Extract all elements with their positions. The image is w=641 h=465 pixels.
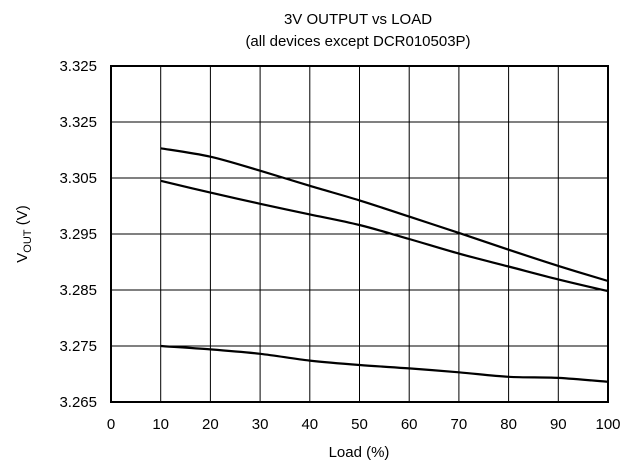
x-tick-label: 70: [451, 416, 468, 433]
chart-title: 3V OUTPUT vs LOAD: [284, 11, 432, 28]
grid: [111, 66, 608, 402]
y-axis-label-sub: OUT: [22, 229, 34, 253]
x-tick-label: 50: [351, 416, 368, 433]
x-tick-label: 10: [152, 416, 169, 433]
series-line-1: [160, 147, 609, 283]
y-tick-label: 3.265: [59, 394, 97, 411]
x-axis-label: Load (%): [329, 444, 390, 461]
x-tick-label: 90: [550, 416, 567, 433]
x-tick-label: 100: [595, 416, 620, 433]
y-axis-label: VOUT (V): [14, 205, 34, 262]
x-tick-label: 40: [301, 416, 318, 433]
y-tick-label: 3.325: [59, 114, 97, 131]
series-group: [160, 147, 609, 383]
x-tick-label: 30: [252, 416, 269, 433]
y-tick-label: 3.275: [59, 338, 97, 355]
x-tick-label: 80: [500, 416, 517, 433]
x-tick-label: 60: [401, 416, 418, 433]
y-axis-label-unit: (V): [14, 205, 31, 229]
y-tick-label: 3.325: [59, 58, 97, 75]
x-tick-label: 20: [202, 416, 219, 433]
x-tick-labels: 0 10 20 30 40 50 60 70 80 90 100: [107, 416, 621, 433]
y-tick-label: 3.285: [59, 282, 97, 299]
series-line-3: [160, 344, 609, 383]
y-tick-label: 3.305: [59, 170, 97, 187]
y-axis-label-main: V: [14, 253, 31, 263]
x-tick-label: 0: [107, 416, 115, 433]
plot-frame: [110, 65, 609, 403]
series-line-2: [160, 179, 609, 293]
y-tick-labels: 3.265 3.275 3.285 3.295 3.305 3.325 3.325: [59, 58, 97, 411]
y-tick-label: 3.295: [59, 226, 97, 243]
chart-subtitle: (all devices except DCR010503P): [245, 33, 470, 50]
